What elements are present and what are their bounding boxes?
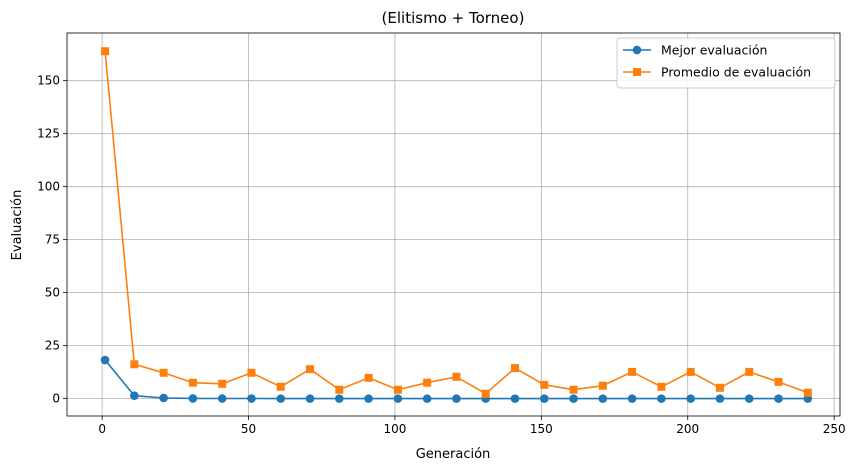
data-point-circle	[335, 394, 344, 403]
data-point-circle	[627, 394, 637, 403]
y-tick-label: 100	[37, 180, 60, 194]
legend-label: Mejor evaluación	[661, 43, 767, 58]
data-point-circle	[130, 391, 139, 400]
data-point-circle	[539, 394, 549, 403]
data-point-circle	[452, 394, 461, 403]
data-point-square	[774, 377, 783, 386]
data-point-circle	[569, 394, 578, 403]
data-point-square	[686, 367, 695, 376]
x-axis-label: Generación	[416, 447, 491, 462]
x-tick-label: 0	[98, 422, 106, 436]
data-point-square	[101, 47, 110, 56]
series-line-1	[104, 51, 809, 395]
data-point-circle	[393, 394, 403, 403]
data-point-square	[130, 360, 139, 369]
data-point-square	[364, 373, 373, 382]
data-point-square	[393, 385, 402, 394]
data-point-circle	[422, 394, 432, 403]
data-point-circle	[744, 394, 754, 403]
data-point-square	[218, 379, 227, 388]
x-tick-label: 250	[823, 422, 846, 436]
plot-frame	[66, 32, 841, 417]
x-tick-label: 150	[530, 422, 553, 436]
data-point-square	[481, 389, 490, 398]
data-point-square	[803, 388, 812, 397]
y-tick-label: 125	[37, 127, 60, 141]
data-point-circle	[217, 394, 227, 403]
data-point-square	[510, 364, 519, 373]
data-point-circle	[247, 394, 256, 403]
data-point-circle	[686, 394, 695, 403]
y-tick-label: 50	[45, 286, 60, 300]
data-point-circle	[657, 394, 666, 403]
data-point-square	[188, 378, 197, 387]
y-tick-label: 0	[52, 392, 60, 406]
y-tick-label: 25	[45, 339, 60, 353]
legend-label: Promedio de evaluación	[661, 65, 811, 80]
data-point-square	[452, 372, 461, 381]
y-tick-label: 150	[37, 74, 60, 88]
data-point-circle	[100, 355, 110, 365]
data-point-circle	[364, 394, 373, 403]
x-axis: 0 50 100 150 200 250	[98, 416, 846, 436]
data-point-circle	[276, 394, 286, 403]
data-point-circle	[774, 394, 783, 403]
x-tick-label: 200	[676, 422, 699, 436]
legend: Mejor evaluación Promedio de evaluación	[616, 37, 836, 89]
data-point-square	[745, 367, 754, 376]
data-point-square	[628, 367, 637, 376]
data-point-square	[276, 382, 285, 391]
data-point-square	[598, 381, 607, 390]
grid-lines	[67, 33, 840, 416]
data-point-square	[715, 383, 724, 392]
data-point-circle	[159, 393, 168, 403]
data-markers	[100, 47, 813, 403]
legend-box	[616, 37, 836, 89]
data-point-circle	[715, 394, 725, 403]
data-point-square	[306, 365, 315, 374]
data-point-square	[247, 368, 256, 377]
data-point-circle	[188, 394, 198, 403]
legend-marker-circle	[632, 45, 642, 55]
data-point-square	[159, 368, 168, 377]
data-point-circle	[598, 394, 608, 403]
legend-marker-square	[633, 68, 641, 76]
data-point-square	[569, 385, 578, 394]
series-lines	[104, 51, 809, 400]
y-axis: 0 25 50 75 100 125 150	[37, 74, 67, 406]
y-tick-label: 75	[45, 233, 60, 247]
data-point-square	[423, 378, 432, 387]
chart-title: (Elitismo + Torneo)	[382, 9, 525, 27]
data-point-square	[335, 385, 344, 394]
data-point-circle	[305, 394, 315, 403]
x-tick-label: 100	[383, 422, 406, 436]
x-tick-label: 50	[241, 422, 256, 436]
data-point-square	[540, 380, 549, 389]
data-point-square	[657, 382, 666, 391]
y-axis-label: Evaluación	[10, 190, 25, 261]
data-point-circle	[510, 394, 520, 403]
